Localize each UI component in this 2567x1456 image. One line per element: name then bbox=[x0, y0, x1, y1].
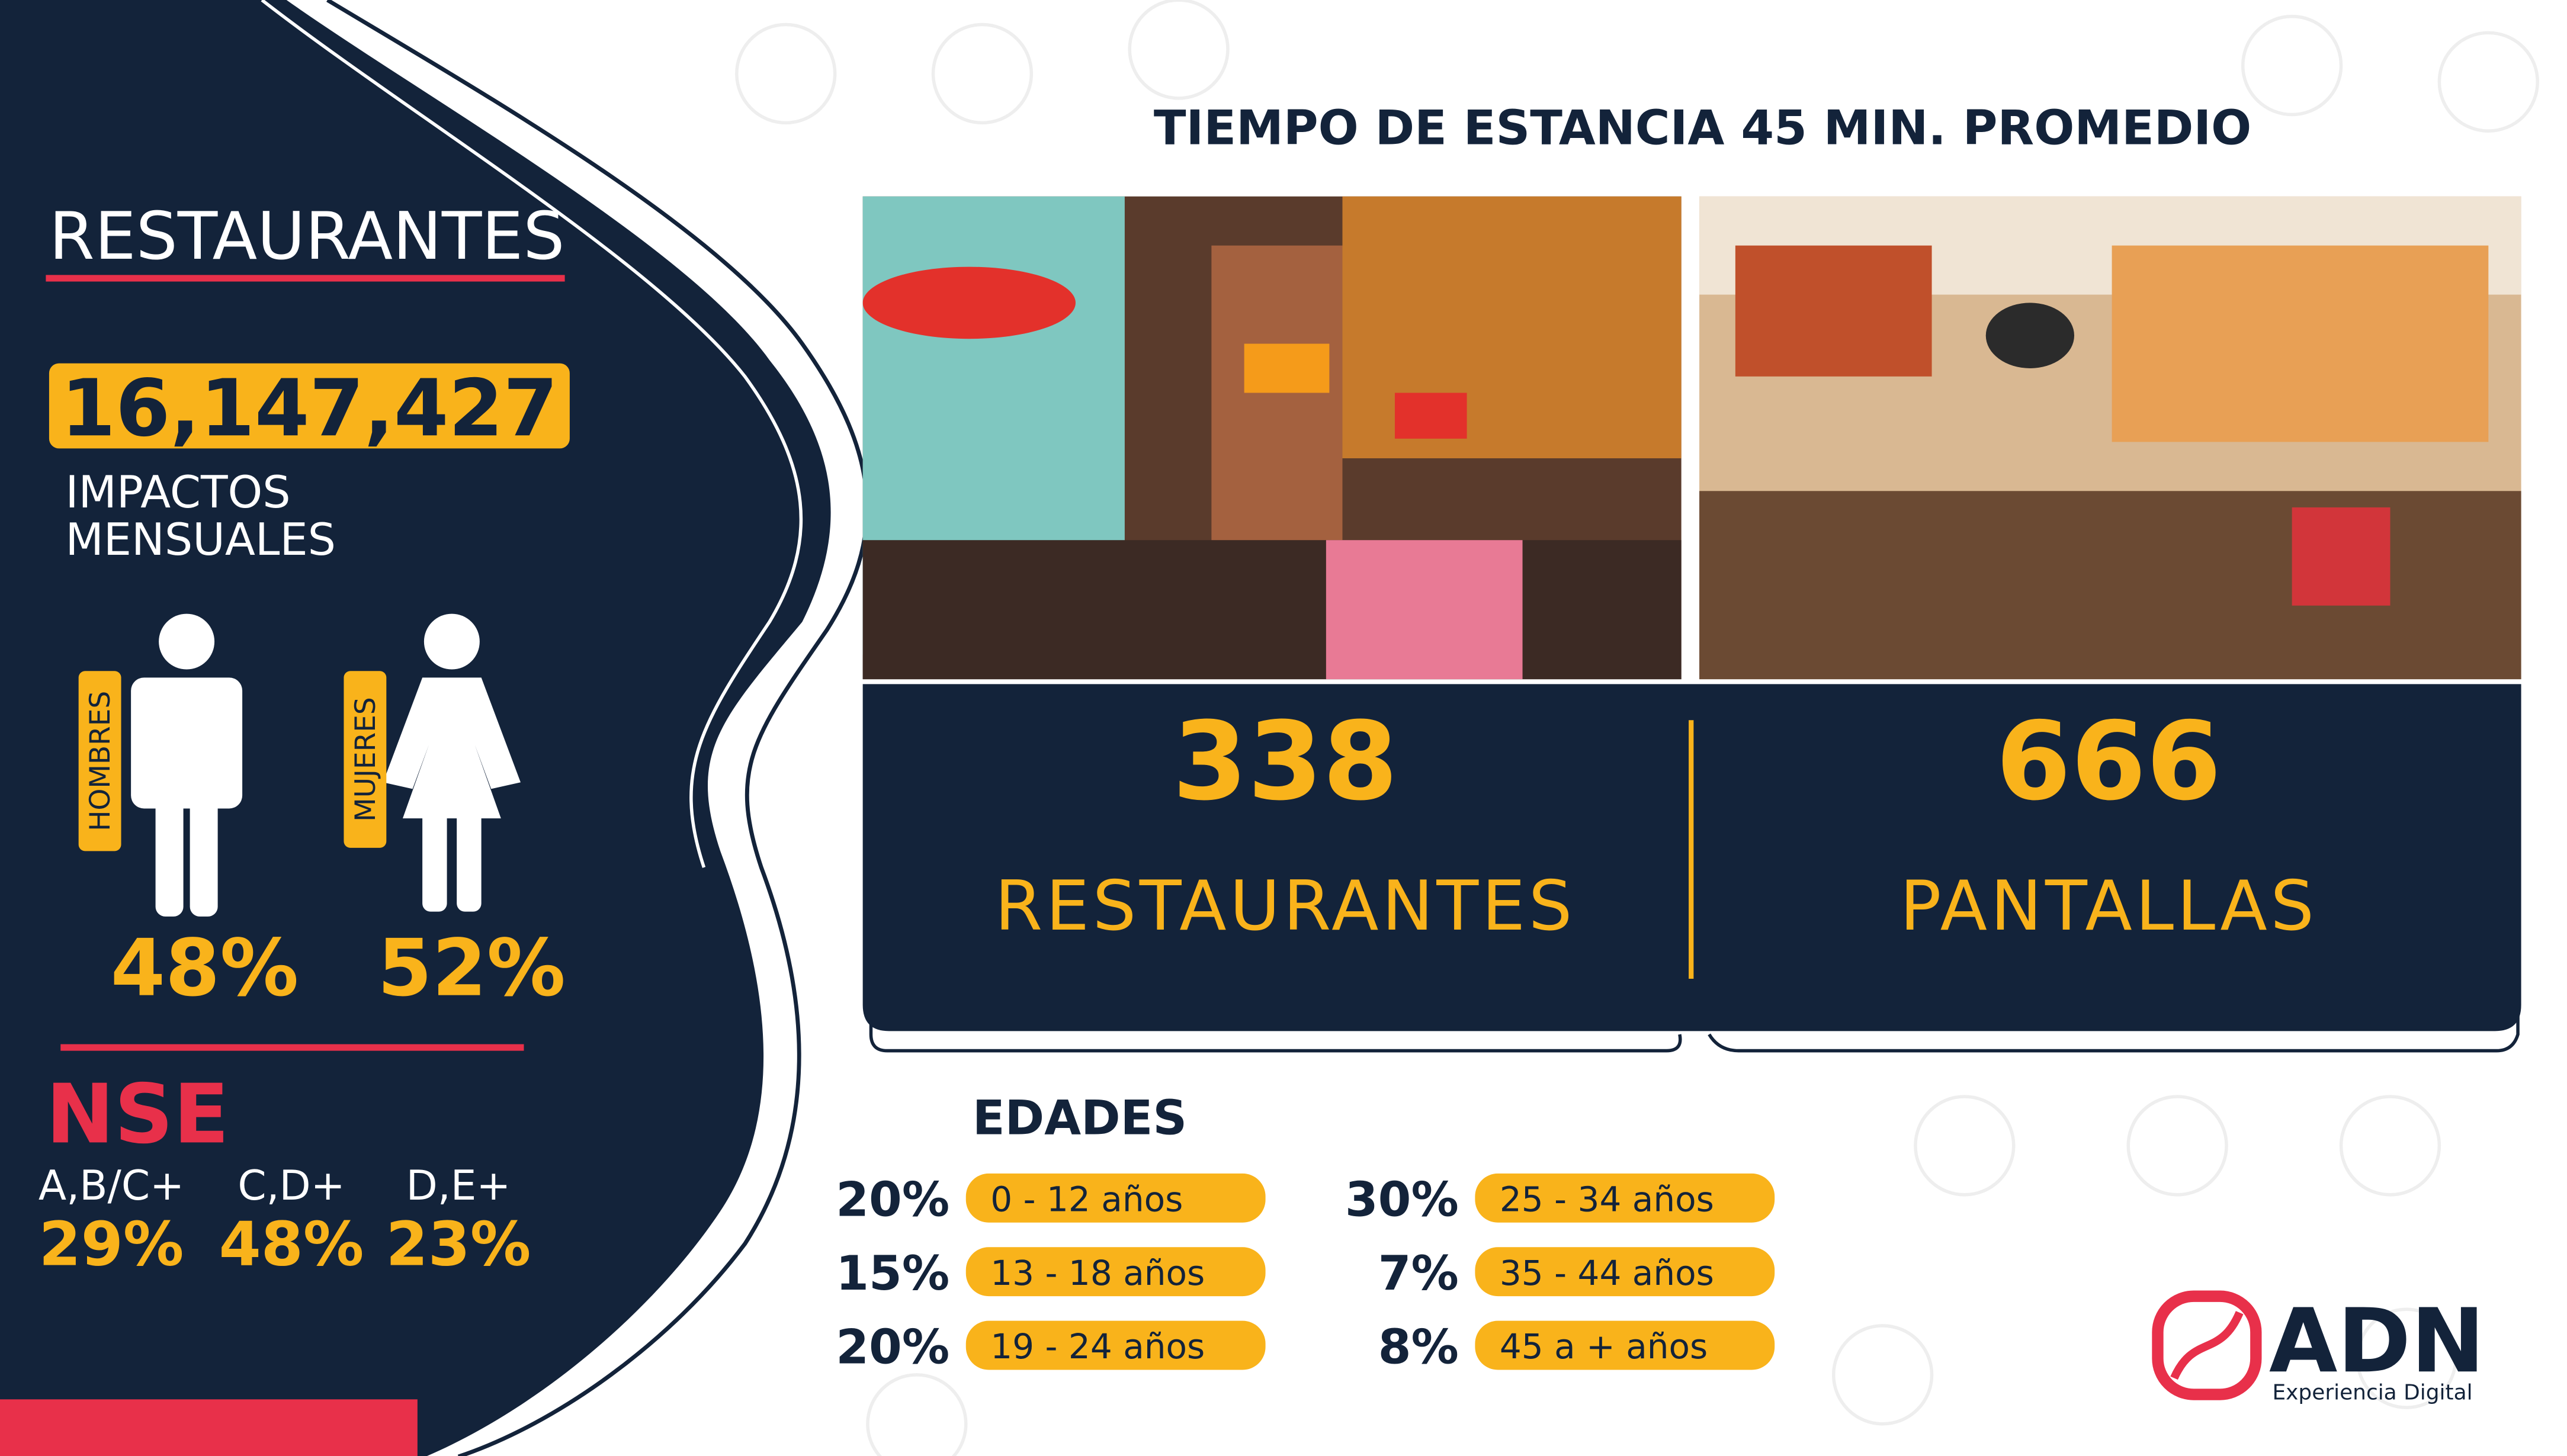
nse-title: NSE bbox=[46, 1066, 229, 1162]
nse-value: 29% bbox=[39, 1210, 184, 1280]
age-percent: 20% bbox=[836, 1319, 949, 1374]
panel-outline bbox=[261, 0, 803, 868]
age-label: 25 - 34 años bbox=[1500, 1179, 1714, 1219]
logo-name: ADN bbox=[2269, 1290, 2485, 1393]
gender-label: MUJERES bbox=[349, 697, 382, 822]
stat-value: 666 bbox=[1996, 699, 2222, 825]
gender-tag bbox=[344, 671, 387, 848]
man-icon bbox=[131, 613, 243, 917]
red-bar bbox=[0, 1399, 418, 1456]
nse-label: C,D+ bbox=[238, 1162, 345, 1210]
photo bbox=[862, 196, 1682, 680]
photo bbox=[1699, 196, 2521, 680]
impacts-label: MENSUALES bbox=[66, 514, 336, 565]
nse-label: A,B/C+ bbox=[38, 1162, 184, 1210]
nse-label: D,E+ bbox=[406, 1162, 511, 1210]
logo-tagline: Experiencia Digital bbox=[2272, 1380, 2472, 1404]
age-pill bbox=[1475, 1247, 1775, 1297]
left-title: RESTAURANTES bbox=[49, 198, 565, 275]
nse-value: 48% bbox=[219, 1210, 364, 1280]
stat-value: 338 bbox=[1172, 699, 1398, 825]
impacts-label: IMPACTOS bbox=[66, 467, 291, 518]
gender-label: HOMBRES bbox=[84, 691, 117, 831]
age-label: 0 - 12 años bbox=[990, 1179, 1183, 1219]
ages-title: EDADES bbox=[973, 1091, 1187, 1146]
age-percent: 7% bbox=[1378, 1246, 1459, 1301]
header-title: TIEMPO DE ESTANCIA 45 MIN. PROMEDIO bbox=[1154, 100, 2251, 155]
age-pill bbox=[1475, 1320, 1775, 1370]
age-pill bbox=[1475, 1173, 1775, 1223]
age-label: 35 - 44 años bbox=[1500, 1253, 1714, 1293]
age-label: 45 a + años bbox=[1500, 1326, 1708, 1367]
woman-icon bbox=[383, 613, 521, 912]
gender-value: 52% bbox=[377, 923, 566, 1014]
nse-value: 23% bbox=[386, 1210, 531, 1280]
stats-outline bbox=[869, 703, 1682, 1053]
age-pill bbox=[965, 1173, 1266, 1223]
ages-rows: 20% 0 - 12 años 15% 13 - 18 años 20% 19 - 24 … bbox=[836, 1172, 1775, 1374]
gender-value: 48% bbox=[111, 923, 299, 1014]
impacts-value: 16,147,427 bbox=[61, 363, 558, 454]
age-percent: 30% bbox=[1345, 1172, 1459, 1227]
logo-icon bbox=[2152, 1290, 2262, 1400]
impacts-box bbox=[49, 363, 570, 449]
gender-tag bbox=[78, 671, 121, 851]
age-label: 13 - 18 años bbox=[990, 1253, 1205, 1293]
nse-groups: A,B/C+29% C,D+48% D,E+23% bbox=[38, 1162, 531, 1280]
panel-outline bbox=[326, 0, 869, 1456]
stat-label: RESTAURANTES bbox=[995, 866, 1576, 946]
age-percent: 8% bbox=[1378, 1319, 1459, 1374]
age-percent: 15% bbox=[836, 1246, 949, 1301]
age-percent: 20% bbox=[836, 1172, 949, 1227]
age-pill bbox=[965, 1320, 1266, 1370]
stat-label: PANTALLAS bbox=[1900, 866, 2318, 946]
age-pill bbox=[965, 1247, 1266, 1297]
stats-outline bbox=[1708, 703, 2520, 1053]
age-label: 19 - 24 años bbox=[990, 1326, 1205, 1367]
